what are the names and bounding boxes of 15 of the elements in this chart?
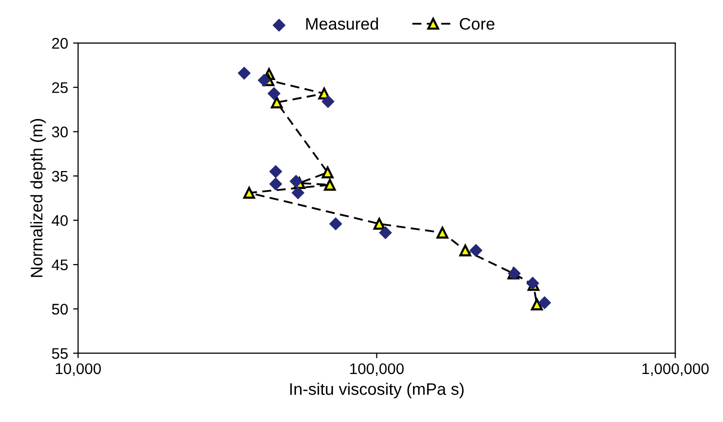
x-tick-label: 1,000,000 (642, 363, 709, 376)
y-tick-label: 20 (52, 38, 68, 49)
x-axis-title: In-situ viscosity (mPa s) (290, 382, 464, 398)
y-tick-label: 25 (52, 82, 68, 94)
y-tick-label: 55 (52, 348, 68, 359)
x-tick-label: 10,000 (56, 363, 101, 376)
y-tick-label: 30 (52, 126, 68, 138)
y-tick-label: 50 (52, 304, 68, 315)
legend-label: Core (460, 18, 494, 30)
legend-label: Measured (306, 18, 378, 30)
y-tick-label: 45 (52, 260, 68, 270)
x-tick-label: 100,000 (350, 363, 404, 376)
y-axis-title: Normalized depth (m) (30, 119, 46, 277)
y-tick-label: 35 (52, 170, 68, 182)
y-tick-label: 40 (52, 215, 68, 226)
